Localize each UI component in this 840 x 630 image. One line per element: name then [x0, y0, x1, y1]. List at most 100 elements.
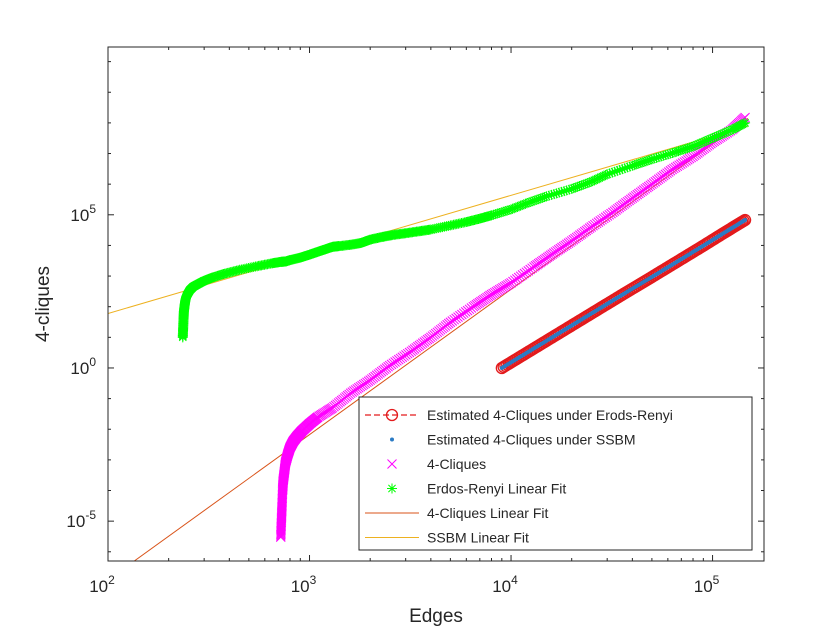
er-point: [561, 185, 572, 196]
er-point: [592, 173, 603, 184]
er-point: [719, 128, 730, 139]
er-point: [717, 128, 728, 139]
er-point: [701, 135, 712, 146]
er-point: [591, 174, 602, 185]
er-point: [658, 150, 669, 161]
er-estimate-point: [738, 213, 752, 227]
er-point: [604, 168, 615, 179]
er-point: [504, 204, 515, 215]
er-point: [566, 183, 577, 194]
er-point: [544, 190, 555, 201]
er-point: [576, 180, 587, 191]
er-point: [614, 164, 625, 175]
legend-box: [358, 396, 753, 551]
er-point: [554, 187, 565, 198]
er-point: [578, 179, 589, 190]
series-3: [177, 117, 751, 343]
er-point: [703, 134, 714, 145]
er-point: [589, 175, 600, 186]
er-point: [486, 210, 497, 221]
er-point: [707, 133, 718, 144]
er-point: [677, 144, 688, 155]
er-point: [529, 195, 540, 206]
er-point: [584, 177, 595, 188]
er-point: [709, 132, 720, 143]
er-point: [602, 169, 613, 180]
legend-marker: [385, 408, 399, 422]
er-point: [609, 166, 620, 177]
er-point: [521, 198, 532, 209]
er-point: [639, 156, 650, 167]
y-axis-label: 4-cliques: [33, 266, 54, 342]
er-point: [671, 146, 682, 157]
er-point: [660, 150, 671, 161]
er-point: [595, 172, 606, 183]
er-point: [525, 196, 536, 207]
er-point: [582, 178, 593, 189]
legend-label: 4-Cliques Linear Fit: [427, 505, 548, 521]
er-point: [535, 193, 546, 204]
er-point: [653, 152, 664, 163]
er-point: [682, 143, 693, 154]
er-point: [517, 200, 528, 211]
er-point: [695, 138, 706, 149]
er-point: [574, 181, 585, 192]
er-point: [635, 158, 646, 169]
er-point: [494, 207, 505, 218]
er-point: [512, 201, 523, 212]
er-point: [556, 186, 567, 197]
er-point: [699, 136, 710, 147]
ssbm-estimate-point: [743, 218, 748, 223]
er-point: [514, 201, 525, 212]
er-point: [520, 198, 531, 209]
legend-label: 4-Cliques: [427, 456, 486, 472]
er-point: [705, 133, 716, 144]
er-point: [740, 117, 751, 128]
er-point: [502, 205, 513, 216]
er-point: [651, 152, 662, 163]
legend-marker: [387, 459, 397, 469]
er-point: [637, 157, 648, 168]
er-point: [586, 176, 597, 187]
er-point: [559, 186, 570, 197]
er-point: [656, 151, 667, 162]
er-point: [600, 170, 611, 181]
er-point: [646, 154, 657, 165]
er-point: [642, 155, 653, 166]
legend-marker: [387, 483, 397, 494]
er-point: [711, 131, 722, 142]
er-point: [665, 148, 676, 159]
er-point: [689, 140, 700, 151]
er-point: [523, 197, 534, 208]
legend-label: Erdos-Renyi Linear Fit: [427, 481, 566, 497]
series-1: [499, 218, 748, 370]
er-point: [684, 142, 695, 153]
legend-marker: [390, 437, 394, 442]
er-point: [597, 171, 608, 182]
er-point: [619, 163, 630, 174]
er-point: [644, 154, 655, 165]
er-point: [531, 194, 542, 205]
er-point: [598, 170, 609, 181]
er-point: [568, 183, 579, 194]
legend-entry: Estimated 4-Cliques under SSBM: [390, 432, 636, 448]
er-point: [649, 153, 660, 164]
er-point: [715, 129, 726, 140]
er-point: [686, 142, 697, 153]
axes-box: [107, 46, 765, 562]
er-point: [541, 191, 552, 202]
er-point: [667, 147, 678, 158]
er-point: [498, 206, 509, 217]
er-point: [691, 139, 702, 150]
er-point: [688, 141, 699, 152]
er-estimate-point: [737, 214, 750, 228]
er-point: [496, 207, 507, 218]
series-5: [108, 125, 749, 314]
er-point: [490, 209, 501, 220]
er-point: [500, 206, 511, 217]
er-point: [669, 147, 680, 158]
er-point: [537, 192, 548, 203]
legend-label: Estimated 4-Cliques under Erods-Renyi: [427, 407, 673, 423]
er-point: [580, 178, 591, 189]
